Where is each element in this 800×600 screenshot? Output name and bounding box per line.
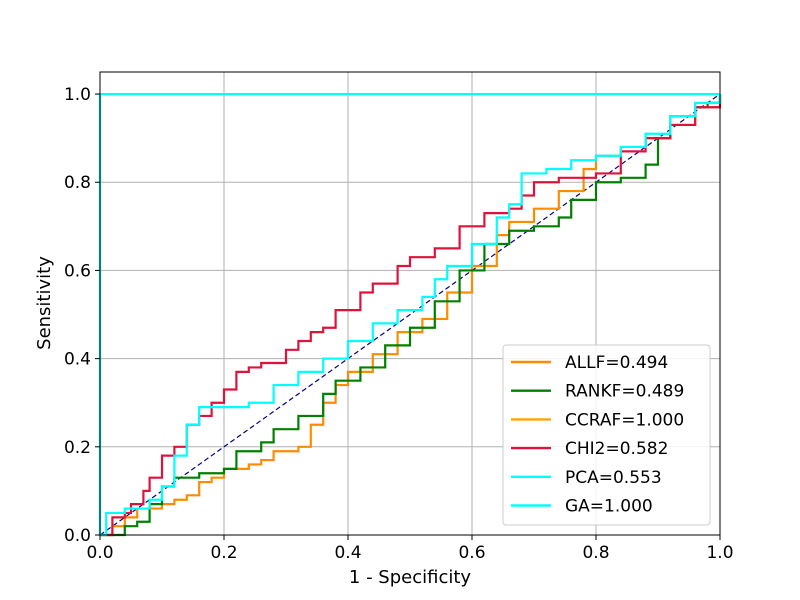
x-tick-label: 1.0 bbox=[706, 543, 733, 563]
y-tick-label: 0.8 bbox=[64, 173, 91, 193]
series-line-1 bbox=[100, 94, 722, 537]
series-line-0 bbox=[100, 94, 722, 537]
plot-frame bbox=[99, 71, 721, 536]
diagonal-line bbox=[99, 93, 721, 536]
series-line-3 bbox=[100, 94, 722, 537]
y-tick-label: 1.0 bbox=[64, 85, 91, 105]
legend-label: CCRAF=1.000 bbox=[565, 410, 684, 430]
x-axis-ticks: 0.0 0.2 0.4 0.6 0.8 1.0 bbox=[86, 535, 734, 563]
x-axis-label: 1 - Specificity bbox=[349, 567, 472, 588]
x-tick-label: 0.0 bbox=[86, 543, 113, 563]
legend-label: RANKF=0.489 bbox=[565, 382, 684, 402]
legend-label: ALLF=0.494 bbox=[565, 353, 668, 373]
y-tick-label: 0.0 bbox=[64, 526, 91, 546]
y-tick-label: 0.2 bbox=[64, 438, 91, 458]
chance-diagonal bbox=[99, 93, 721, 536]
x-tick-label: 0.4 bbox=[334, 543, 361, 563]
x-tick-label: 0.6 bbox=[458, 543, 485, 563]
legend-label: PCA=0.553 bbox=[565, 468, 662, 488]
x-tick-label: 0.2 bbox=[210, 543, 237, 563]
y-axis-ticks: 0.0 0.2 0.4 0.6 0.8 1.0 bbox=[64, 85, 100, 546]
y-tick-label: 0.4 bbox=[64, 350, 91, 370]
y-tick-label: 0.6 bbox=[64, 261, 91, 281]
legend-label: CHI2=0.582 bbox=[565, 439, 668, 459]
legend-label: GA=1.000 bbox=[565, 497, 653, 517]
legend: ALLF=0.494 RANKF=0.489 CCRAF=1.000 CHI2=0.5… bbox=[502, 344, 711, 526]
legend-box bbox=[502, 344, 711, 526]
series-line-4 bbox=[100, 94, 722, 537]
y-axis-label: Sensitivity bbox=[34, 256, 55, 350]
x-tick-label: 0.8 bbox=[582, 543, 609, 563]
